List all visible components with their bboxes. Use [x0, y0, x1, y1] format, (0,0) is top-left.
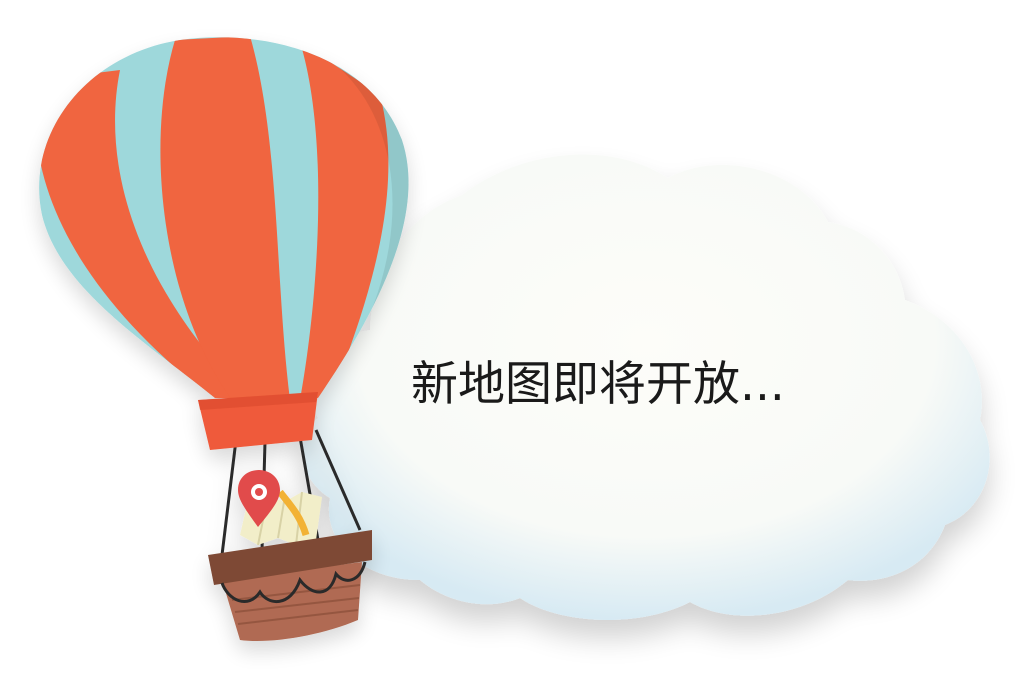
cloud-icon	[302, 154, 990, 620]
basket-icon	[208, 530, 372, 642]
map-pin-icon	[238, 470, 280, 527]
coming-soon-message: 新地图即将开放...	[411, 357, 785, 412]
